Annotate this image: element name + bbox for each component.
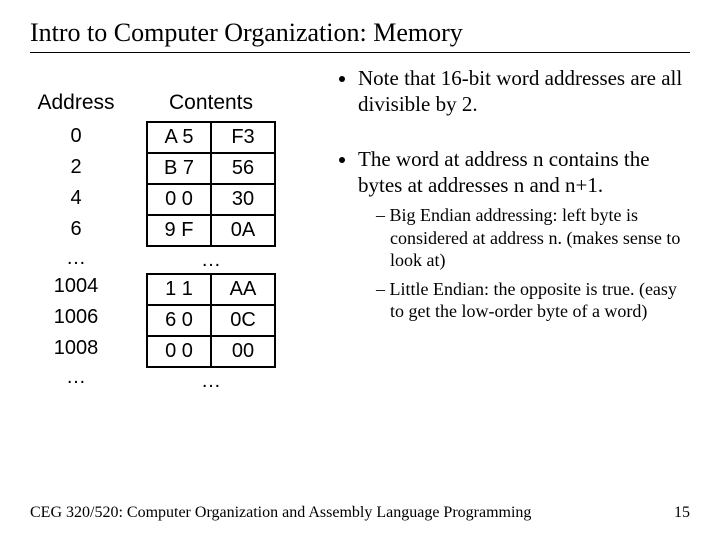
table-row: 0 000	[147, 336, 275, 367]
diagram-columns: Address 0 2 4 6 … 1004 1006 1008 … Conte…	[30, 91, 316, 394]
cell: 0A	[211, 215, 275, 246]
contents-table-2: 1 1AA 6 00C 0 000	[146, 273, 276, 368]
address-value: 1006	[30, 302, 122, 333]
table-row: A 5F3	[147, 122, 275, 153]
ellipsis: …	[30, 245, 122, 271]
footer-page-number: 15	[674, 504, 690, 522]
cell: 00	[211, 336, 275, 367]
sub-bullet-list: Big Endian addressing: left byte is cons…	[358, 204, 684, 323]
table-row: 9 F0A	[147, 215, 275, 246]
address-column: Address 0 2 4 6 … 1004 1006 1008 …	[30, 91, 122, 390]
footer-left: CEG 320/520: Computer Organization and A…	[30, 504, 531, 522]
bullet-item: The word at address n contains the bytes…	[358, 146, 684, 323]
address-list: 0 2 4 6 … 1004 1006 1008 …	[30, 121, 122, 390]
memory-diagram: Address 0 2 4 6 … 1004 1006 1008 … Conte…	[30, 65, 316, 394]
cell: F3	[211, 122, 275, 153]
cell: 9 F	[147, 215, 211, 246]
sub-bullet-item: Little Endian: the opposite is true. (ea…	[376, 278, 684, 323]
cell: AA	[211, 274, 275, 305]
address-value: 1004	[30, 271, 122, 302]
cell: 0 0	[147, 184, 211, 215]
ellipsis: …	[140, 247, 282, 273]
page-title: Intro to Computer Organization: Memory	[30, 18, 690, 48]
address-value: 6	[30, 214, 122, 245]
table-row: B 756	[147, 153, 275, 184]
address-value: 2	[30, 152, 122, 183]
cell: A 5	[147, 122, 211, 153]
address-header: Address	[30, 91, 122, 115]
address-value: 1008	[30, 333, 122, 364]
ellipsis: …	[140, 368, 282, 394]
address-value: 0	[30, 121, 122, 152]
cell: 6 0	[147, 305, 211, 336]
cell: 0 0	[147, 336, 211, 367]
sub-bullet-item: Big Endian addressing: left byte is cons…	[376, 204, 684, 272]
title-rule	[30, 52, 690, 53]
contents-header: Contents	[140, 91, 282, 115]
ellipsis: …	[30, 364, 122, 390]
cell: 1 1	[147, 274, 211, 305]
table-row: 0 030	[147, 184, 275, 215]
footer: CEG 320/520: Computer Organization and A…	[30, 504, 690, 522]
contents-table-1: A 5F3 B 756 0 030 9 F0A	[146, 121, 276, 247]
address-value: 4	[30, 183, 122, 214]
bullet-text: The word at address n contains the bytes…	[358, 147, 650, 197]
bullet-item: Note that 16-bit word addresses are all …	[358, 65, 684, 118]
cell: B 7	[147, 153, 211, 184]
body: Address 0 2 4 6 … 1004 1006 1008 … Conte…	[30, 65, 690, 394]
cell: 30	[211, 184, 275, 215]
bullet-list: Note that 16-bit word addresses are all …	[334, 65, 690, 394]
table-row: 1 1AA	[147, 274, 275, 305]
contents-column: Contents A 5F3 B 756 0 030 9 F0A … 1 1AA…	[140, 91, 282, 394]
cell: 0C	[211, 305, 275, 336]
cell: 56	[211, 153, 275, 184]
table-row: 6 00C	[147, 305, 275, 336]
slide: Intro to Computer Organization: Memory A…	[0, 0, 720, 540]
